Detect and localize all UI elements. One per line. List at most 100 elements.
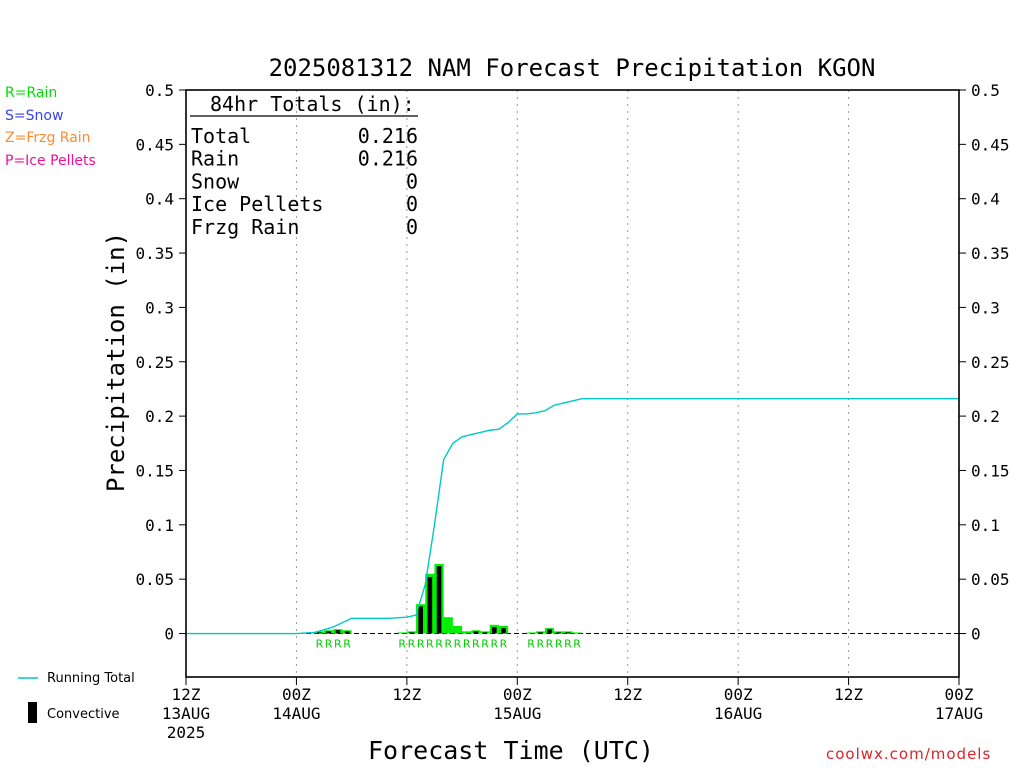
convective-precip-bar: [317, 632, 322, 634]
precip-type-label: R: [398, 638, 406, 651]
y-tick-label-left: 0.2: [145, 407, 174, 426]
total-precip-bar: [526, 632, 536, 634]
y-tick-label-left: 0.25: [135, 353, 174, 372]
y-tick-label-left: 0.5: [145, 81, 174, 100]
convective-precip-bar: [501, 628, 506, 634]
precip-type-label: R: [435, 638, 443, 651]
running-total-legend-label: Running Total: [47, 671, 135, 686]
x-tick-label: 00Z: [282, 685, 311, 704]
precip-type-label: R: [500, 638, 508, 651]
totals-row-label: Total: [191, 124, 251, 148]
totals-row-value: 0: [406, 215, 418, 239]
x-tick-label: 00Z: [724, 685, 753, 704]
running-total-line: [186, 398, 959, 635]
totals-row-value: 0: [406, 169, 418, 193]
total-precip-bar: [397, 632, 407, 634]
precip-type-label: R: [573, 638, 581, 651]
precip-type-label: R: [472, 638, 480, 651]
totals-row-label: Ice Pellets: [191, 192, 323, 216]
total-precip-bar: [443, 617, 453, 634]
precip-type-label: R: [444, 638, 452, 651]
totals-heading: 84hr Totals (in):: [210, 92, 415, 116]
x-tick-label: 00Z: [945, 685, 974, 704]
convective-precip-bar: [409, 632, 414, 634]
precip-type-label: R: [325, 638, 333, 651]
precip-type-label: R: [555, 638, 563, 651]
convective-precip-bar: [473, 631, 479, 634]
convective-precip-bar: [326, 631, 331, 634]
y-tick-label-right: 0.05: [971, 570, 1010, 589]
convective-precip-bar: [565, 632, 571, 634]
y-tick-label-right: 0.1: [971, 516, 1000, 535]
totals-row-label: Frzg Rain: [191, 215, 299, 239]
x-tick-date-label: 16AUG: [714, 704, 762, 723]
y-tick-label-left: 0.45: [135, 135, 174, 154]
legend-rain: R=Rain: [5, 85, 58, 101]
y-tick-label-right: 0.45: [971, 135, 1010, 154]
precip-type-label: R: [334, 638, 342, 651]
legend-snow: S=Snow: [5, 107, 64, 124]
y-tick-label-left: 0.3: [145, 298, 174, 317]
x-tick-label: 12Z: [392, 685, 421, 704]
convective-precip-bar: [335, 630, 341, 634]
x-tick-date-label: 13AUG: [162, 704, 210, 723]
x-tick-label: 12Z: [834, 685, 863, 704]
total-precip-bar: [572, 632, 582, 634]
precip-type-label: R: [564, 638, 572, 651]
y-tick-label-right: 0.4: [971, 190, 1000, 209]
convective-precip-bar: [547, 629, 552, 634]
series-legend: Running Total Convective: [18, 671, 135, 723]
convective-precip-bar: [537, 632, 543, 634]
y-tick-label-left: 0.35: [135, 244, 174, 263]
convective-legend-swatch: [28, 702, 37, 723]
totals-row-value: 0: [406, 192, 418, 216]
precip-type-label: R: [536, 638, 544, 651]
legend-ice-pellets: P=Ice Pellets: [5, 152, 96, 169]
y-tick-label-right: 0.25: [971, 353, 1010, 372]
total-precip-bar: [452, 625, 463, 634]
precip-type-label: R: [417, 638, 425, 651]
convective-precip-bar: [491, 626, 497, 634]
plot-frame: [185, 89, 960, 678]
y-tick-label-left: 0.1: [145, 516, 174, 535]
axis-ticks: [179, 89, 966, 685]
precip-type-label: R: [408, 638, 416, 651]
y-tick-label-left: 0.15: [135, 461, 174, 480]
source-watermark: coolwx.com/models: [826, 745, 992, 763]
precip-type-label: R: [463, 638, 471, 651]
vertical-grid: [295, 90, 850, 677]
precip-type-label: R: [316, 638, 324, 651]
precip-type-label: R: [527, 638, 535, 651]
total-precip-bar: [462, 631, 472, 634]
precip-type-label: R: [426, 638, 434, 651]
x-tick-label: 00Z: [503, 685, 532, 704]
x-tick-label: 12Z: [613, 685, 642, 704]
convective-precip-bar: [436, 566, 442, 634]
legend-frzg-rain: Z=Frzg Rain: [5, 130, 91, 146]
y-tick-label-right: 0.15: [971, 461, 1010, 480]
y-tick-label-right: 0: [971, 625, 981, 644]
precip-type-label: R: [490, 638, 498, 651]
totals-box: 84hr Totals (in): Total 0.216 Rain 0.216 Sno…: [190, 92, 418, 239]
y-tick-label-right: 0.3: [971, 298, 1000, 317]
convective-precip-bar: [344, 631, 350, 634]
x-axis-title: Forecast Time (UTC): [368, 736, 654, 765]
chart-title: 2025081312 NAM Forecast Precipitation KG…: [269, 54, 876, 82]
precip-type-label: R: [343, 638, 351, 651]
convective-precip-bar: [556, 632, 561, 634]
y-tick-label-left: 0.05: [135, 570, 174, 589]
y-axis-title: Precipitation (in): [102, 232, 130, 492]
totals-row-value: 0.216: [358, 124, 418, 148]
x-tick-year-label: 2025: [167, 723, 206, 742]
precip-type-label: R: [546, 638, 554, 651]
totals-row-label: Snow: [191, 169, 240, 193]
x-tick-date-label: 14AUG: [272, 704, 320, 723]
y-tick-label-right: 0.5: [971, 81, 1000, 100]
totals-row-label: Rain: [191, 147, 239, 171]
x-tick-label: 12Z: [172, 685, 201, 704]
x-tick-date-label: 17AUG: [935, 704, 983, 723]
precip-type-label: R: [481, 638, 489, 651]
